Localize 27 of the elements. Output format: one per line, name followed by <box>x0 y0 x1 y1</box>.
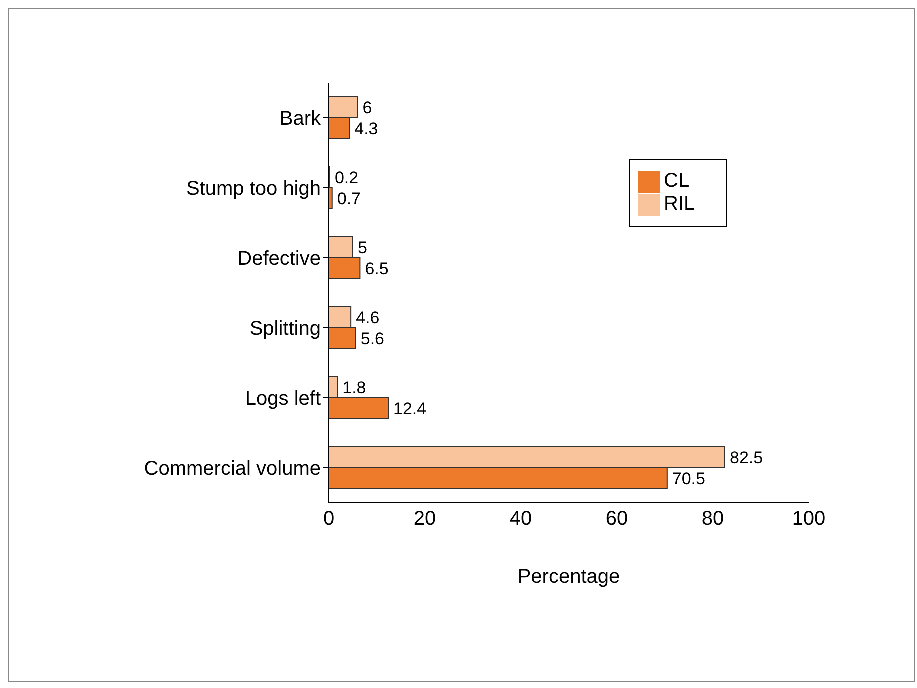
x-axis-title: Percentage <box>518 566 620 588</box>
y-tick-label: Splitting <box>250 318 321 340</box>
y-tick-label: Bark <box>280 108 322 130</box>
data-label: 1.8 <box>342 378 366 398</box>
data-label: 5.6 <box>360 330 385 349</box>
x-tick-label: 100 <box>792 508 826 530</box>
data-label: 6 <box>362 98 372 118</box>
y-tick-label: Defective <box>238 248 321 270</box>
legend-label: CL <box>664 170 690 192</box>
x-tick-label: 80 <box>702 508 724 530</box>
x-tick-label: 60 <box>606 508 628 530</box>
x-tick-label: 40 <box>510 508 532 530</box>
y-tick-label: Logs left <box>245 388 322 410</box>
x-tick-label: 20 <box>414 508 436 530</box>
data-label: 4.3 <box>354 120 378 139</box>
data-label: 82.5 <box>730 448 764 468</box>
x-tick-label: 0 <box>323 508 335 530</box>
legend-label: RIL <box>664 193 696 215</box>
data-label: 6.5 <box>365 260 389 279</box>
y-tick-label: Commercial volume <box>144 458 321 480</box>
data-label: 0.2 <box>334 168 359 188</box>
data-label: 70.5 <box>672 470 706 489</box>
data-label: 12.4 <box>394 400 427 419</box>
data-label: 4.6 <box>356 308 380 328</box>
data-label: 0.7 <box>337 190 361 209</box>
data-label: 5 <box>358 238 368 258</box>
y-tick-label: Stump too high <box>186 178 321 200</box>
